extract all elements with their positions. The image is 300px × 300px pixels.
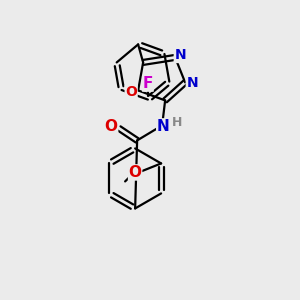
Text: F: F [143, 76, 153, 91]
Text: O: O [125, 85, 137, 99]
Text: O: O [105, 119, 118, 134]
Text: O: O [129, 165, 142, 180]
Text: N: N [157, 119, 169, 134]
Text: N: N [186, 76, 198, 90]
Text: H: H [172, 116, 182, 129]
Text: N: N [174, 48, 186, 62]
